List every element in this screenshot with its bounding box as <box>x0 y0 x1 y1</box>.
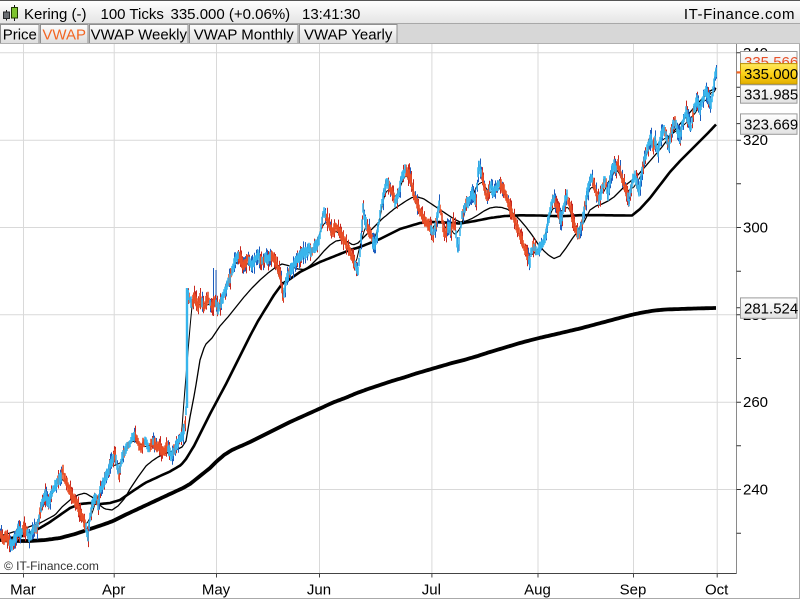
svg-text:335.000 (+0.06%): 335.000 (+0.06%) <box>171 6 291 23</box>
svg-text:VWAP: VWAP <box>42 27 86 44</box>
svg-text:100 Ticks: 100 Ticks <box>101 6 164 23</box>
svg-text:323.669: 323.669 <box>744 116 798 133</box>
svg-text:VWAP Monthly: VWAP Monthly <box>194 27 295 44</box>
svg-text:281.524: 281.524 <box>744 300 798 317</box>
svg-text:Aug: Aug <box>524 582 551 599</box>
svg-text:260: 260 <box>743 394 768 411</box>
svg-text:13:41:30: 13:41:30 <box>302 6 360 23</box>
svg-text:IT-Finance.com: IT-Finance.com <box>684 6 795 23</box>
svg-text:300: 300 <box>743 220 768 237</box>
svg-text:Jul: Jul <box>422 582 441 599</box>
svg-text:Price: Price <box>3 27 37 44</box>
svg-text:320: 320 <box>743 132 768 149</box>
svg-text:240: 240 <box>743 482 768 499</box>
svg-text:335.000: 335.000 <box>744 66 798 83</box>
svg-text:Jun: Jun <box>307 582 331 599</box>
svg-text:Apr: Apr <box>102 582 125 599</box>
svg-text:Mar: Mar <box>10 582 36 599</box>
svg-text:May: May <box>202 582 231 599</box>
svg-text:Sep: Sep <box>620 582 647 599</box>
svg-text:VWAP Weekly: VWAP Weekly <box>91 27 188 44</box>
svg-text:Oct: Oct <box>705 582 729 599</box>
svg-text:VWAP Yearly: VWAP Yearly <box>304 27 393 44</box>
svg-text:© IT-Finance.com: © IT-Finance.com <box>4 559 99 573</box>
svg-text:331.985: 331.985 <box>744 86 798 103</box>
svg-text:Kering (-): Kering (-) <box>24 6 87 23</box>
